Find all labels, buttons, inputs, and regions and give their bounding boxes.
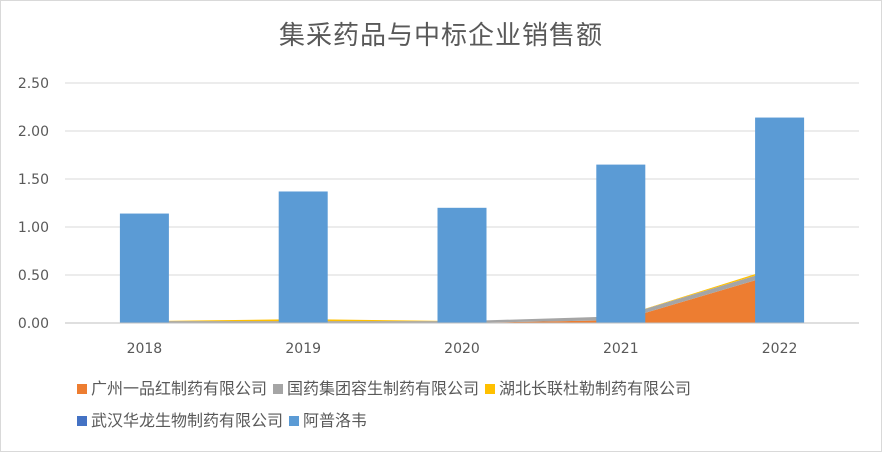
chart-title: 集采药品与中标企业销售额 [278, 21, 603, 51]
legend-label: 武汉华龙生物制药有限公司 [91, 411, 284, 430]
bar-2018 [119, 213, 169, 323]
bar-2022 [755, 117, 805, 323]
y-tick-label: 0.50 [18, 268, 49, 284]
y-tick-label: 1.50 [18, 172, 49, 188]
y-tick-label: 1.00 [18, 220, 49, 236]
x-tick-label: 2018 [127, 341, 163, 357]
legend-label: 湖北长联杜勒制药有限公司 [499, 379, 692, 398]
x-tick-label: 2019 [285, 341, 321, 357]
legend-label: 国药集团容生制药有限公司 [287, 379, 480, 398]
x-tick-label: 2020 [444, 341, 480, 357]
y-tick-label: 2.50 [18, 76, 49, 92]
area-series-1 [144, 273, 780, 323]
bar-2020 [437, 207, 487, 323]
y-tick-label: 2.00 [18, 124, 49, 140]
legend-swatch [273, 384, 284, 394]
legend-item: 广州一品红制药有限公司 [77, 373, 267, 405]
bar-2019 [278, 191, 328, 323]
legend-item: 国药集团容生制药有限公司 [273, 373, 479, 405]
bar-2021 [596, 164, 646, 323]
x-tick-label: 2021 [603, 341, 639, 357]
legend-swatch [289, 416, 300, 426]
legend-swatch [77, 384, 87, 394]
x-tick-label: 2022 [762, 341, 798, 357]
legend-item: 武汉华龙生物制药有限公司 [77, 405, 283, 437]
legend: 广州一品红制药有限公司 国药集团容生制药有限公司 湖北长联杜勒制药有限公司武汉华龙生… [77, 373, 857, 437]
legend-item: 湖北长联杜勒制药有限公司 [485, 373, 691, 405]
legend-label: 广州一品红制药有限公司 [91, 379, 268, 398]
y-tick-label: 0.00 [18, 316, 49, 332]
legend-item: 阿普洛韦 [289, 405, 367, 437]
legend-swatch [77, 416, 87, 426]
legend-swatch [485, 384, 496, 394]
legend-label: 阿普洛韦 [303, 411, 368, 430]
